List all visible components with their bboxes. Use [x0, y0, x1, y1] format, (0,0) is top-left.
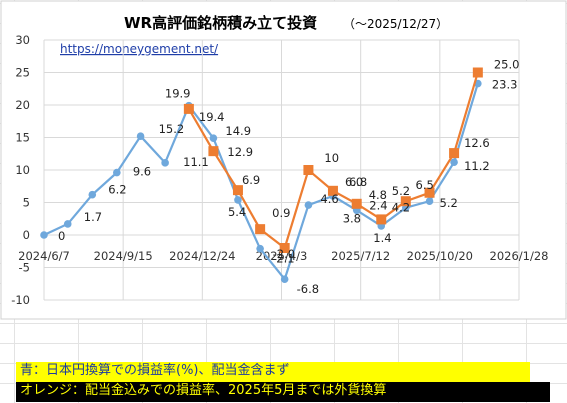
orange-data-point	[303, 165, 314, 175]
orange-data-point	[351, 198, 362, 209]
y-tick-label: -5	[19, 261, 30, 275]
blue-data-label: 11.2	[464, 159, 490, 173]
orange-data-label: 4.8	[369, 188, 387, 202]
orange-data-point	[279, 243, 290, 253]
blue-data-label: 4.2	[392, 201, 410, 215]
orange-data-point	[376, 214, 387, 225]
chart-subtitle: （～2025/12/27）	[343, 17, 448, 31]
y-tick-label: 25	[15, 66, 30, 80]
blue-data-point	[304, 201, 313, 209]
gridlines	[43, 39, 520, 301]
blue-data-label: 19.9	[165, 87, 191, 101]
y-tick-label: 30	[15, 33, 30, 47]
series-lines	[40, 67, 483, 284]
x-tick-label: 2025/7/12	[331, 249, 390, 263]
blue-data-point	[88, 190, 97, 199]
blue-data-label: 6.0	[345, 175, 363, 189]
blue-data-label: 15.2	[159, 122, 185, 136]
y-tick-label: 5	[23, 196, 30, 210]
chart-area-background	[0, 0, 567, 320]
blue-data-label: 5.2	[440, 196, 458, 210]
orange-data-point	[183, 103, 194, 114]
blue-data-label: 1.7	[84, 210, 102, 224]
orange-series-note: オレンジ：配当金込みでの損益率、2025年5月までは外貨換算	[16, 382, 550, 402]
blue-data-label: 5.4	[228, 205, 246, 219]
y-axis-tick-labels: -10 -5 0 5 10 15 20 25 30	[11, 33, 30, 307]
blue-data-label: 3.8	[343, 211, 361, 225]
y-tick-label: 20	[15, 98, 30, 112]
y-tick-label: 10	[15, 163, 30, 177]
blue-data-point	[256, 244, 264, 253]
orange-data-point	[327, 185, 338, 196]
blue-data-label: 11.1	[183, 155, 209, 169]
blue-data-label: 6.2	[108, 183, 126, 197]
blue-data-label: 23.3	[492, 78, 518, 92]
orange-data-point	[208, 146, 219, 157]
orange-data-label: 0.9	[272, 206, 290, 220]
orange-data-point	[232, 185, 243, 196]
orange-data-point	[472, 67, 483, 78]
data-labels: 0 1.7 6.2 9.6 15.2 11.1 19.9 14.9 5.4 -2.1 -6.8 4.6…	[58, 58, 519, 297]
orange-data-label: 6.8	[349, 175, 367, 189]
orange-data-label: 12.6	[464, 136, 490, 150]
chart-title: WR高評価銘柄積み立て投資	[124, 14, 317, 32]
orange-data-label: -2.0	[273, 247, 295, 261]
orange-data-point	[255, 224, 266, 235]
blue-data-point	[425, 197, 434, 205]
x-tick-label: 2024/6/7	[18, 249, 70, 263]
orange-data-label: 6.5	[416, 178, 434, 192]
orange-data-label: 25.0	[494, 58, 520, 72]
orange-data-label: 5.2	[392, 184, 410, 198]
orange-data-point	[449, 148, 460, 159]
profit-rate-line-chart: WR高評価銘柄積み立て投資 （～2025/12/27） https://mone…	[0, 0, 567, 320]
blue-series-note: 青：日本円換算での損益率(%)、配当金含まず	[16, 362, 530, 382]
x-tick-label: 2026/1/28	[490, 249, 549, 263]
y-tick-label: 15	[15, 131, 30, 145]
blue-data-point	[113, 168, 121, 177]
blue-data-label: 1.4	[373, 231, 391, 245]
blue-data-point	[450, 158, 458, 166]
blue-data-label: 0	[58, 229, 65, 243]
blue-data-label: 14.9	[225, 124, 251, 138]
blue-data-point	[280, 275, 289, 284]
orange-data-label: 6.9	[242, 173, 260, 187]
blue-data-point	[209, 134, 218, 142]
x-tick-label: 2024/12/24	[169, 249, 235, 263]
site-url-link[interactable]: https://moneygement.net/	[60, 42, 219, 56]
blue-data-point	[161, 159, 169, 167]
x-tick-label: 2024/9/15	[94, 249, 153, 263]
blue-data-point	[136, 132, 145, 140]
x-tick-label: 2025/10/20	[407, 249, 473, 263]
x-axis-tick-labels: 2024/6/7 2024/9/15 2024/12/24 2025/4/3 2025/…	[18, 249, 548, 263]
blue-data-label: 9.6	[133, 165, 151, 179]
blue-data-point	[63, 220, 72, 228]
y-tick-label: -10	[11, 293, 30, 307]
blue-data-label: -2.1	[272, 252, 294, 266]
orange-data-label: 10	[324, 151, 339, 165]
y-tick-label: 0	[23, 228, 30, 242]
blue-data-label: -6.8	[297, 282, 319, 296]
orange-data-label: 19.4	[199, 110, 225, 124]
orange-data-label: 12.9	[227, 145, 253, 159]
blue-data-label: 4.6	[320, 192, 338, 206]
orange-data-label: 2.4	[369, 198, 387, 212]
blue-data-point	[40, 231, 48, 239]
orange-data-point	[424, 187, 435, 198]
blue-data-point	[234, 196, 242, 204]
orange-data-point	[400, 196, 411, 207]
